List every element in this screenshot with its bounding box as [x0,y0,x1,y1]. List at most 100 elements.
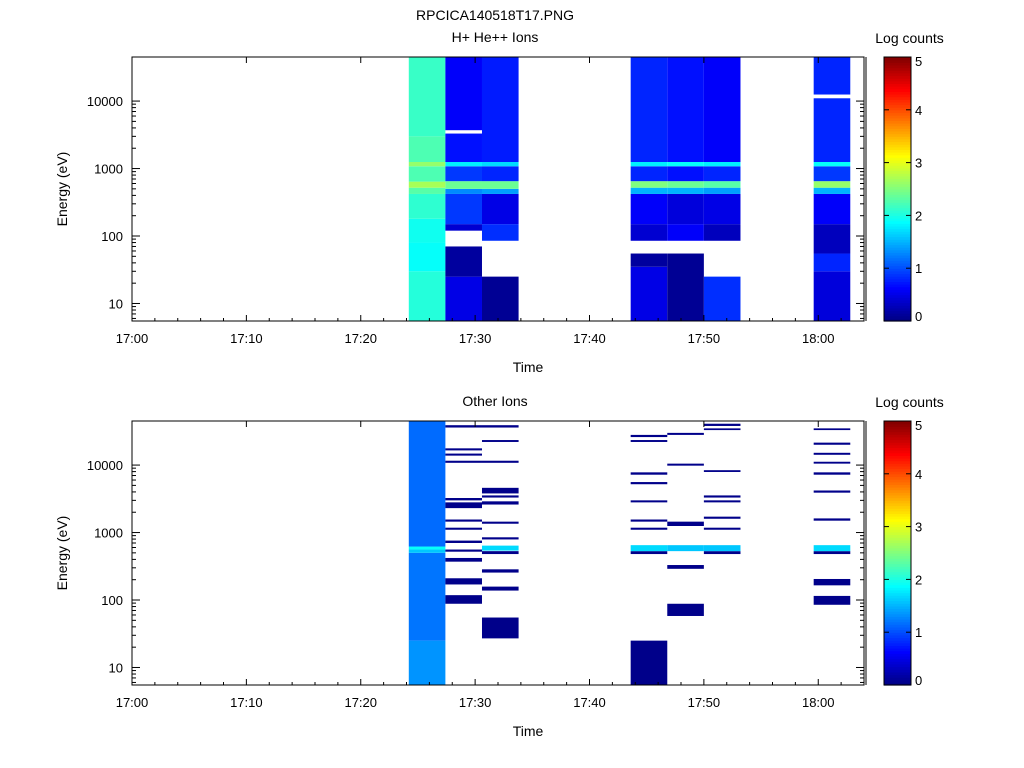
colorbar-band [884,291,911,296]
colorbar-band [884,268,911,272]
colorbar-band [884,619,911,623]
colorbar-band [884,294,911,298]
colorbar-band [884,247,911,251]
heatmap-cell [481,521,519,524]
colorbar-tick-label: 0 [915,309,922,324]
colorbar-band [884,487,911,491]
heatmap-cell [703,428,741,431]
colorbar-band [884,80,911,84]
colorbar-band [884,582,911,586]
colorbar-band [884,642,911,646]
heatmap-cell [813,545,851,552]
heatmap-cell [481,551,519,555]
colorbar-band [884,276,911,280]
heatmap-cell [630,193,668,225]
heatmap-cell [481,440,519,442]
colorbar-band [884,600,911,604]
heatmap-cell [703,193,741,225]
heatmap-cell [481,57,519,162]
colorbar-band [884,194,911,198]
heatmap-cell [408,181,446,188]
heatmap-cell [445,540,482,543]
colorbar-band [884,518,911,522]
heatmap-cell [667,603,704,616]
colorbar-band [884,444,911,448]
colorbar-band [884,157,911,161]
colorbar-band [884,476,911,480]
heatmap-cell [445,246,482,277]
colorbar-band [884,262,911,267]
colorbar-band [884,112,911,116]
heatmap-cell [667,162,704,167]
heatmap-cell [703,166,741,182]
colorbar-tick-label: 1 [915,625,922,640]
colorbar-band [884,252,911,256]
colorbar-frame [883,56,912,322]
heatmap-cell [630,527,668,530]
heatmap-cell [630,551,668,555]
heatmap-cell [481,276,519,321]
colorbar-band [884,489,911,493]
colorbar-band [884,576,911,580]
colorbar: 0 1 2 3 4 5 Log counts [875,30,944,324]
heatmap-cell [667,521,704,526]
colorbar-band [884,231,911,235]
heatmap-cell [703,551,741,555]
x-tick-label: 17:30 [459,695,492,710]
colorbar-band [884,492,911,496]
colorbar-band [884,62,911,66]
heatmap-cell [667,57,704,162]
colorbar-band [884,434,911,438]
colorbar-band [884,682,911,686]
colorbar-band [884,162,911,166]
heatmap-cell [481,425,519,428]
colorbar-band [884,603,911,607]
y-tick-label: 1000 [94,162,123,177]
heatmap-cell [630,500,668,503]
heatmap-cell [813,224,851,254]
colorbar-band [884,513,911,517]
colorbar-band [884,640,911,644]
heatmap-cell [813,490,851,493]
colorbar-band [884,265,911,269]
colorbar-band [884,502,911,507]
x-axis-label: Time [513,723,544,739]
colorbar-band [884,648,911,652]
colorbar-band [884,500,911,504]
colorbar-band [884,115,911,119]
colorbar-band [884,204,911,209]
heatmap-cell [667,432,704,435]
heatmap-cell [481,501,519,505]
colorbar-band [884,645,911,649]
heatmap-cell [703,470,741,472]
heatmap-cell [445,595,482,604]
colorbar-band [884,447,911,451]
heatmap-cell [481,495,519,498]
colorbar-band [884,165,911,169]
colorbar-band [884,286,911,290]
colorbar-band [884,571,911,575]
heatmap-cell [703,181,741,188]
colorbar-band [884,191,911,195]
colorbar-band [884,149,911,153]
colorbar-band [884,547,911,551]
colorbar-band [884,175,911,180]
heatmap-cell [813,442,851,445]
heatmap-cell [408,193,446,219]
colorbar-band [884,123,911,127]
heatmap-cell [813,595,851,605]
colorbar-band [884,473,911,478]
colorbar-band [884,460,911,464]
colorbar-band [884,244,911,248]
x-tick-label: 17:40 [573,331,606,346]
heatmap-cells [408,57,851,321]
heatmap-cell [445,166,482,182]
colorbar-band [884,463,911,467]
colorbar-band [884,228,911,232]
x-tick-label: 18:00 [802,331,835,346]
heatmap-cell [630,224,668,241]
colorbar-band [884,202,911,206]
colorbar-band [884,579,911,583]
heatmap-cell [813,472,851,475]
colorbar-band [884,510,911,514]
